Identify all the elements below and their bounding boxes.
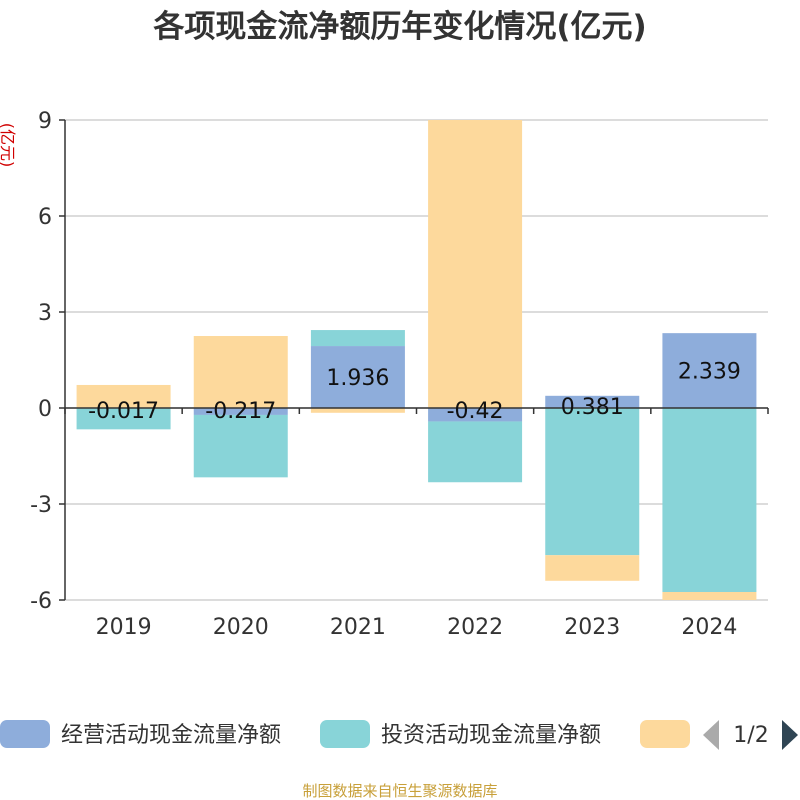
legend-swatch-1[interactable] xyxy=(0,720,50,748)
bar-3-2021[interactable] xyxy=(310,408,405,413)
y-tick-label: 9 xyxy=(38,109,52,134)
bar-3-2019[interactable] xyxy=(76,384,171,408)
axes: -6 -3 0 3 6 9 2019 2020 2021 2022 2023 2024 xyxy=(30,109,769,640)
y-tick-label: -6 xyxy=(30,589,52,614)
bar-2-2022[interactable] xyxy=(428,421,523,483)
x-tick-label: 2023 xyxy=(564,615,620,640)
bar-2-2019[interactable] xyxy=(76,408,171,430)
data-label: -0.42 xyxy=(447,399,504,424)
data-label: 1.936 xyxy=(326,366,389,391)
bar-2-2021[interactable] xyxy=(310,330,405,347)
legend-label-2[interactable]: 投资活动现金流量净额 xyxy=(381,723,601,748)
chart-title: 各项现金流净额历年变化情况(亿元) xyxy=(152,9,646,45)
legend-swatch-3[interactable] xyxy=(640,720,690,748)
legend[interactable]: 经营活动现金流量净额 投资活动现金流量净额 1/2 xyxy=(0,720,798,750)
x-tick-label: 2024 xyxy=(681,615,737,640)
bar-2-2023[interactable] xyxy=(545,408,640,556)
bar-1-2021[interactable] xyxy=(310,346,405,408)
x-tick-label: 2022 xyxy=(447,615,503,640)
legend-pager: 1/2 xyxy=(733,723,768,748)
y-tick-label: -3 xyxy=(30,493,52,518)
legend-swatch-2[interactable] xyxy=(320,720,370,748)
y-axis-label: (亿元) xyxy=(0,123,17,168)
bar-1-2022[interactable] xyxy=(428,408,523,422)
x-tick-label: 2021 xyxy=(330,615,386,640)
bar-3-2022[interactable] xyxy=(428,120,523,408)
source-note: 制图数据来自恒生聚源数据库 xyxy=(302,782,497,800)
chevron-left-icon[interactable] xyxy=(703,720,719,750)
bar-2-2020[interactable] xyxy=(193,414,288,478)
data-label: -0.217 xyxy=(205,399,276,424)
x-tick-label: 2020 xyxy=(213,615,269,640)
bars xyxy=(76,120,757,600)
legend-label-1[interactable]: 经营活动现金流量净额 xyxy=(61,723,281,748)
y-tick-label: 3 xyxy=(38,301,52,326)
bar-1-2023[interactable] xyxy=(545,395,640,408)
data-label: 2.339 xyxy=(678,360,741,385)
bar-1-2024[interactable] xyxy=(662,333,757,408)
bar-1-2020[interactable] xyxy=(193,408,288,415)
chevron-right-icon[interactable] xyxy=(782,720,798,750)
y-tick-label: 0 xyxy=(38,397,52,422)
data-label: 0.381 xyxy=(561,395,624,420)
bar-3-2024[interactable] xyxy=(662,592,757,600)
y-tick-label: 6 xyxy=(38,205,52,230)
data-labels: -0.017 -0.217 1.936 -0.42 0.381 2.339 xyxy=(88,360,741,424)
bar-3-2020[interactable] xyxy=(193,336,288,408)
bar-2-2024[interactable] xyxy=(662,408,757,592)
x-tick-label: 2019 xyxy=(96,615,152,640)
bar-3-2023[interactable] xyxy=(545,555,640,581)
data-label: -0.017 xyxy=(88,399,159,424)
